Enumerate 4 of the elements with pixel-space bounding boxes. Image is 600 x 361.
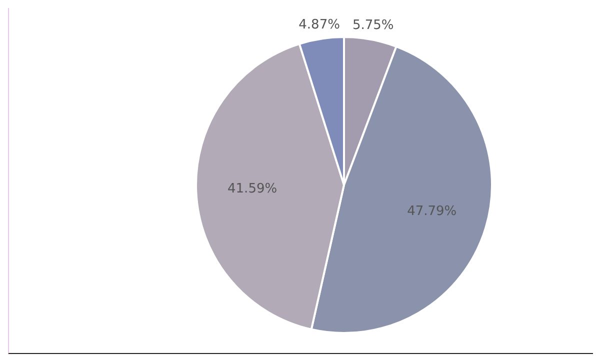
data-label: 47.79% [407, 204, 457, 219]
data-label: 4.87% [298, 17, 340, 32]
data-label: 5.75% [352, 18, 394, 34]
data-label: 41.59% [228, 181, 278, 196]
